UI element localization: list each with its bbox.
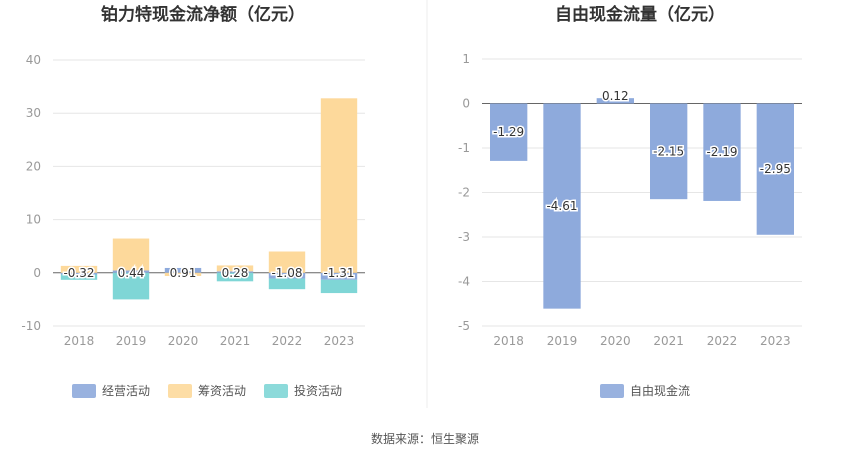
right-data-labels: -1.29 -4.61 0.12 -2.15 -2.19 -2.95 — [492, 88, 793, 215]
data-label-2023: -2.95 — [760, 162, 791, 176]
x-tick-label: 2021 — [220, 334, 251, 348]
bar-series-1-2020[interactable] — [164, 272, 202, 276]
data-label-2019: -4.61 — [546, 199, 577, 213]
legend-label-0[interactable]: 经营活动 — [102, 384, 150, 398]
right-legend[interactable]: 自由现金流 — [600, 383, 690, 398]
y-tick-label: 1 — [462, 52, 470, 66]
left-data-labels: -0.32 0.44 0.91 0.28 -1.08 -1.31 — [62, 264, 356, 281]
legend-swatch-0[interactable] — [72, 384, 96, 398]
bar-series-1-2018[interactable] — [60, 265, 98, 273]
left-bars — [60, 98, 358, 300]
x-tick-label: 2023 — [324, 334, 355, 348]
y-tick-label: -3 — [458, 230, 470, 244]
data-label-2020: 0.12 — [602, 89, 629, 103]
y-tick-label: -1 — [458, 141, 470, 155]
x-tick-label: 2019 — [547, 334, 578, 348]
bar-series-2-2021[interactable] — [216, 272, 254, 282]
y-tick-label: 40 — [26, 53, 41, 67]
data-label-2021: 0.28 — [222, 266, 249, 280]
bar-series-2-2018[interactable] — [60, 274, 98, 280]
x-tick-label: 2020 — [168, 334, 199, 348]
y-tick-label: 0 — [33, 266, 41, 280]
data-label-2018: -0.32 — [63, 266, 94, 280]
source-note: 数据来源：恒生聚源 — [371, 431, 479, 446]
data-label-2022: -2.19 — [706, 145, 737, 159]
y-tick-label: -2 — [458, 186, 470, 200]
right-y-axis: -5 -4 -3 -2 -1 0 1 — [458, 52, 470, 333]
data-label-2019: 0.44 — [118, 266, 145, 280]
bar-series-0-2023[interactable] — [756, 103, 794, 235]
data-label-2020: 0.91 — [170, 266, 197, 280]
bar-series-1-2019[interactable] — [112, 238, 150, 271]
left-grid — [53, 59, 365, 327]
bar-series-0-2020[interactable] — [596, 98, 634, 104]
bar-series-0-2021[interactable] — [216, 271, 254, 273]
right-chart-title: 自由现金流量（亿元） — [555, 4, 725, 25]
bar-series-2-2022[interactable] — [268, 278, 306, 290]
bar-series-0-2021[interactable] — [650, 103, 688, 200]
data-label-2018: -1.29 — [493, 125, 524, 139]
right-grid — [482, 58, 802, 327]
y-tick-label: 30 — [26, 106, 41, 120]
bar-series-0-2019[interactable] — [543, 103, 581, 309]
legend-swatch-2[interactable] — [264, 384, 288, 398]
x-tick-label: 2021 — [653, 334, 684, 348]
left-legend[interactable]: 经营活动 筹资活动 投资活动 — [72, 383, 342, 398]
bar-series-1-2023[interactable] — [320, 98, 358, 273]
x-tick-label: 2019 — [116, 334, 147, 348]
bar-series-1-2022[interactable] — [268, 251, 306, 273]
left-x-axis: 2018 2019 2020 2021 2022 2023 — [64, 334, 355, 348]
y-tick-label: -10 — [21, 319, 41, 333]
data-label-2021: -2.15 — [653, 144, 684, 158]
bar-series-1-2021[interactable] — [216, 265, 254, 272]
bar-series-0-2018[interactable] — [60, 272, 98, 275]
left-y-axis: -10 0 10 20 30 40 — [21, 53, 41, 333]
legend-label-1[interactable]: 筹资活动 — [198, 384, 246, 398]
x-tick-label: 2020 — [600, 334, 631, 348]
right-bars — [490, 98, 794, 309]
left-chart-title: 铂力特现金流净额（亿元） — [101, 4, 305, 25]
legend-swatch-0[interactable] — [600, 384, 624, 398]
bar-series-0-2022[interactable] — [268, 272, 306, 279]
legend-label-2[interactable]: 投资活动 — [294, 383, 342, 398]
x-tick-label: 2022 — [272, 334, 303, 348]
x-tick-label: 2018 — [64, 334, 95, 348]
data-label-2022: -1.08 — [271, 266, 302, 280]
bar-series-2-2019[interactable] — [112, 272, 150, 300]
y-tick-label: 0 — [462, 97, 470, 111]
y-tick-label: -4 — [458, 275, 470, 289]
bar-series-0-2020[interactable] — [164, 267, 202, 273]
y-tick-label: 20 — [26, 159, 41, 173]
legend-label-0[interactable]: 自由现金流 — [630, 383, 690, 398]
bar-series-0-2019[interactable] — [112, 270, 150, 273]
bar-series-0-2018[interactable] — [490, 103, 528, 161]
data-label-2023: -1.31 — [323, 266, 354, 280]
bar-series-0-2022[interactable] — [703, 103, 741, 201]
right-x-axis: 2018 2019 2020 2021 2022 2023 — [493, 334, 790, 348]
x-tick-label: 2022 — [707, 334, 738, 348]
x-tick-label: 2018 — [493, 334, 524, 348]
x-tick-label: 2023 — [760, 334, 791, 348]
y-tick-label: 10 — [26, 213, 41, 227]
y-tick-label: -5 — [458, 319, 470, 333]
bar-series-2-2023[interactable] — [320, 279, 358, 294]
legend-swatch-1[interactable] — [168, 384, 192, 398]
bar-series-0-2023[interactable] — [320, 272, 358, 280]
